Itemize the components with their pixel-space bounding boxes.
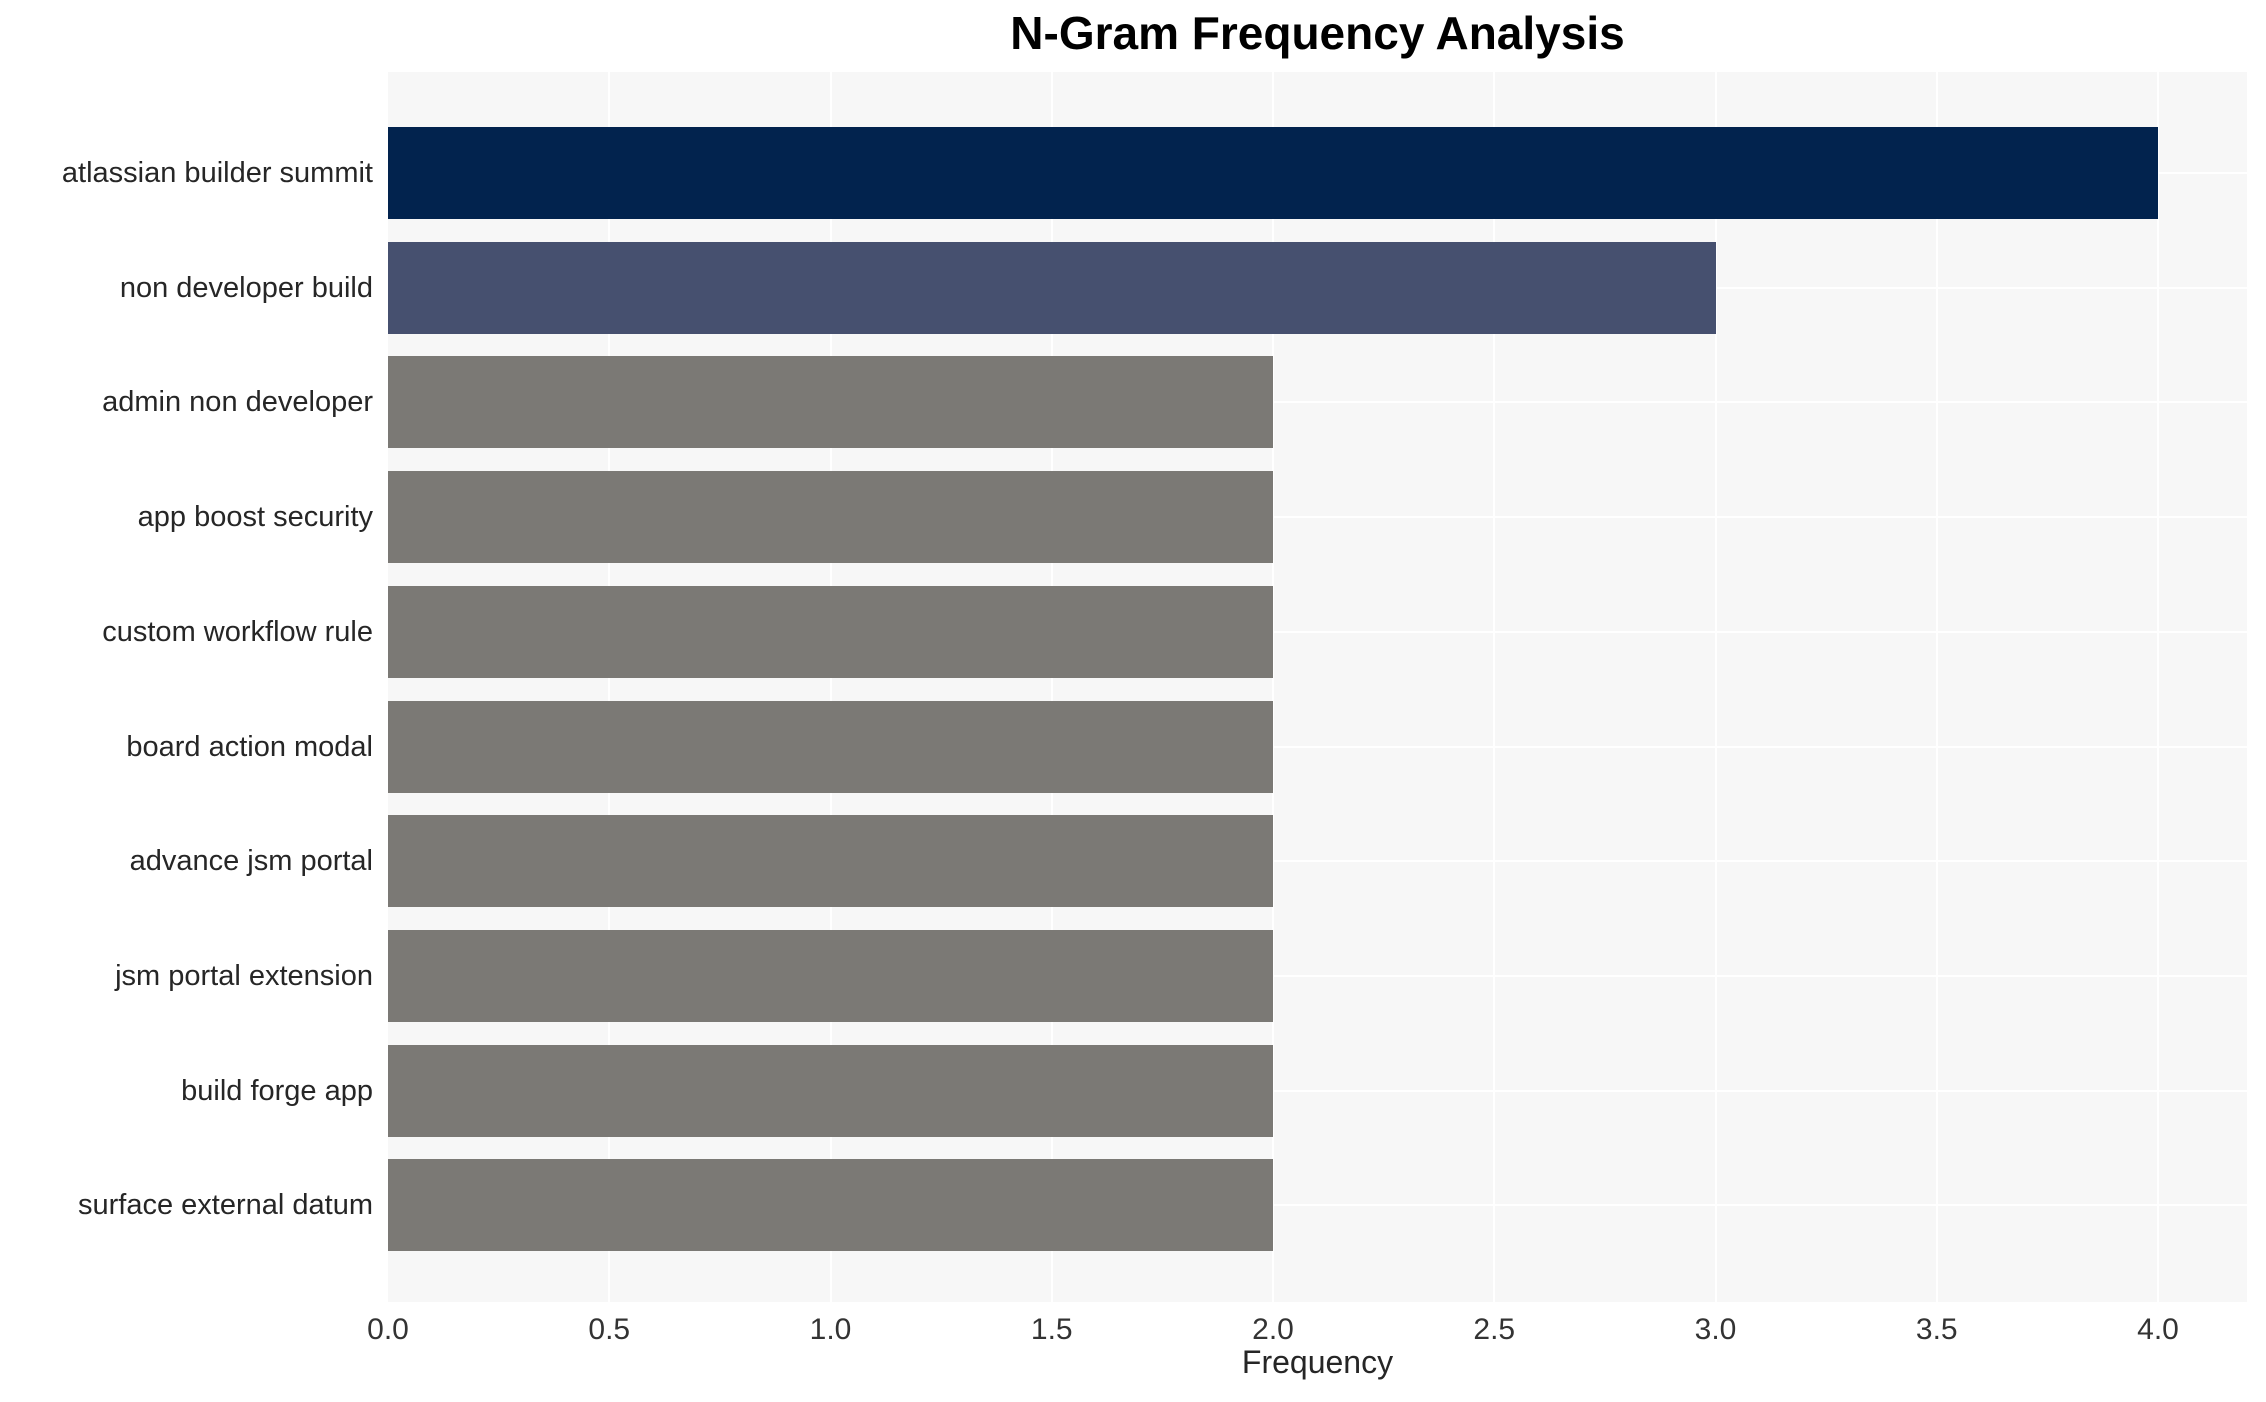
horizontal-gridline bbox=[388, 401, 2247, 404]
x-tick-label: 1.0 bbox=[809, 1313, 852, 1346]
bar-advance-jsm-portal bbox=[388, 815, 1273, 908]
bar-custom-workflow-rule bbox=[388, 585, 1273, 678]
category-label: board action modal bbox=[126, 730, 373, 763]
x-tick-label: 3.5 bbox=[1915, 1313, 1958, 1346]
vertical-gridline bbox=[829, 72, 832, 1302]
x-tick-label: 0.5 bbox=[588, 1313, 631, 1346]
vertical-gridline bbox=[1935, 72, 1938, 1302]
x-tick-label: 2.0 bbox=[1252, 1313, 1294, 1346]
vertical-gridline bbox=[1050, 72, 1053, 1302]
bar-board-action-modal bbox=[388, 700, 1273, 793]
x-tick-label: 4.0 bbox=[2137, 1313, 2179, 1346]
vertical-gridline bbox=[1272, 72, 1274, 1302]
vertical-gridline bbox=[608, 72, 611, 1302]
horizontal-gridline bbox=[388, 860, 2247, 863]
vertical-gridline bbox=[1714, 72, 1717, 1302]
horizontal-gridline bbox=[388, 516, 2247, 519]
category-label: non developer build bbox=[119, 271, 373, 304]
horizontal-gridline bbox=[388, 974, 2247, 977]
x-tick-label: 1.5 bbox=[1030, 1313, 1073, 1346]
x-tick-label: 2.5 bbox=[1473, 1313, 1516, 1346]
x-axis-title: Frequency bbox=[1241, 1344, 1394, 1380]
category-label: surface external datum bbox=[78, 1189, 373, 1222]
horizontal-gridline bbox=[388, 1089, 2247, 1092]
vertical-gridline bbox=[2157, 72, 2159, 1302]
bar-app-boost-security bbox=[388, 471, 1273, 564]
x-tick-label: 0.0 bbox=[367, 1313, 409, 1346]
horizontal-gridline bbox=[388, 745, 2247, 748]
category-label: app boost security bbox=[137, 501, 373, 534]
chart-title: N-Gram Frequency Analysis bbox=[1010, 7, 1625, 59]
plot-area bbox=[388, 72, 2247, 1302]
category-label: advance jsm portal bbox=[129, 845, 373, 878]
bar-jsm-portal-extension bbox=[388, 929, 1273, 1022]
bar-surface-external-datum bbox=[388, 1159, 1273, 1252]
category-label: custom workflow rule bbox=[102, 615, 373, 648]
x-tick-label: 3.0 bbox=[1694, 1313, 1737, 1346]
category-label: admin non developer bbox=[102, 386, 373, 419]
bar-admin-non-developer bbox=[388, 356, 1273, 449]
category-label: jsm portal extension bbox=[115, 959, 373, 992]
bar-build-forge-app bbox=[388, 1044, 1273, 1137]
category-label: atlassian builder summit bbox=[61, 157, 373, 189]
vertical-gridline bbox=[1493, 72, 1496, 1302]
horizontal-gridline bbox=[388, 1204, 2247, 1207]
bar-atlassian-builder-summit bbox=[388, 127, 2158, 219]
bar-non-developer-build bbox=[388, 241, 1716, 334]
horizontal-gridline bbox=[388, 630, 2247, 633]
category-label: build forge app bbox=[181, 1074, 373, 1107]
